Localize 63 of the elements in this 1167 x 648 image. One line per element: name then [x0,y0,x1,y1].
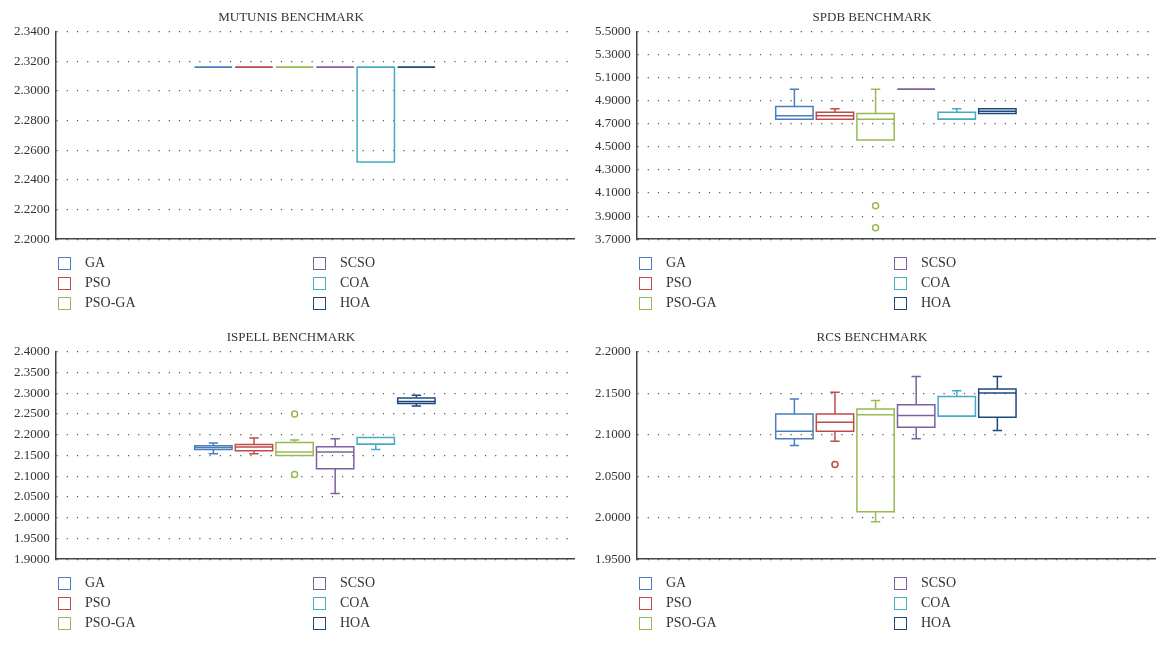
legend-label: GA [85,255,106,271]
legend-label: GA [666,255,687,271]
legend-label: SCSO [921,255,957,271]
y-tick-label: 2.3500 [14,363,50,379]
y-tick-label: 2.2500 [14,405,50,421]
chart-title: ISPELL BENCHMARK [226,329,356,345]
y-tick-label: 2.4000 [14,343,50,359]
y-tick-label: 2.2800 [14,111,50,127]
legend-label: COA [340,275,370,291]
y-tick-label: 2.2000 [14,426,50,442]
y-tick-label: 2.2000 [14,230,50,246]
y-tick-label: 2.3200 [14,52,50,68]
y-tick-label: 5.3000 [595,46,631,62]
y-tick-label: 2.2400 [14,171,50,187]
chart-title: RCS BENCHMARK [816,329,929,345]
y-tick-label: 2.2200 [14,200,50,216]
y-tick-label: 4.3000 [595,161,631,177]
legend-label: PSO [85,595,111,611]
y-tick-label: 4.7000 [595,115,631,131]
y-tick-label: 2.1000 [595,426,631,442]
legend-label: SCSO [921,575,957,591]
legend-label: PSO-GA [666,295,717,311]
y-tick-label: 2.0000 [14,509,50,525]
chart-title: MUTUNIS BENCHMARK [218,9,365,25]
y-tick-label: 1.9000 [14,550,50,566]
y-tick-label: 2.0500 [14,488,50,504]
y-tick-label: 4.1000 [595,184,631,200]
legend-label: HOA [921,615,952,631]
y-tick-label: 1.9500 [595,550,631,566]
y-tick-label: 5.5000 [595,23,631,39]
legend-label: PSO-GA [666,615,717,631]
legend-label: GA [85,575,106,591]
y-tick-label: 2.1500 [595,384,631,400]
legend-label: PSO [85,275,111,291]
y-tick-label: 2.2000 [595,343,631,359]
y-tick-label: 3.9000 [595,207,631,223]
legend-label: PSO-GA [85,295,136,311]
legend-label: HOA [340,295,371,311]
y-tick-label: 2.3000 [14,82,50,98]
y-tick-label: 2.3400 [14,23,50,39]
y-tick-label: 1.9500 [14,529,50,545]
y-tick-label: 2.0000 [595,509,631,525]
legend-label: COA [921,595,951,611]
y-tick-label: 2.3000 [14,384,50,400]
y-tick-label: 2.0500 [595,467,631,483]
legend-label: PSO [666,275,692,291]
y-tick-label: 2.1000 [14,467,50,483]
y-tick-label: 3.7000 [595,230,631,246]
y-tick-label: 5.1000 [595,69,631,85]
y-tick-label: 4.5000 [595,138,631,154]
legend-label: COA [340,595,370,611]
legend-label: PSO-GA [85,615,136,631]
legend-label: SCSO [340,575,376,591]
legend-label: HOA [340,615,371,631]
legend-label: PSO [666,595,692,611]
y-tick-label: 2.2600 [14,141,50,157]
legend-label: HOA [921,295,952,311]
legend-label: SCSO [340,255,376,271]
y-tick-label: 2.1500 [14,446,50,462]
legend-label: COA [921,275,951,291]
chart-title: SPDB BENCHMARK [812,9,933,25]
legend-label: GA [666,575,687,591]
y-tick-label: 4.9000 [595,92,631,108]
